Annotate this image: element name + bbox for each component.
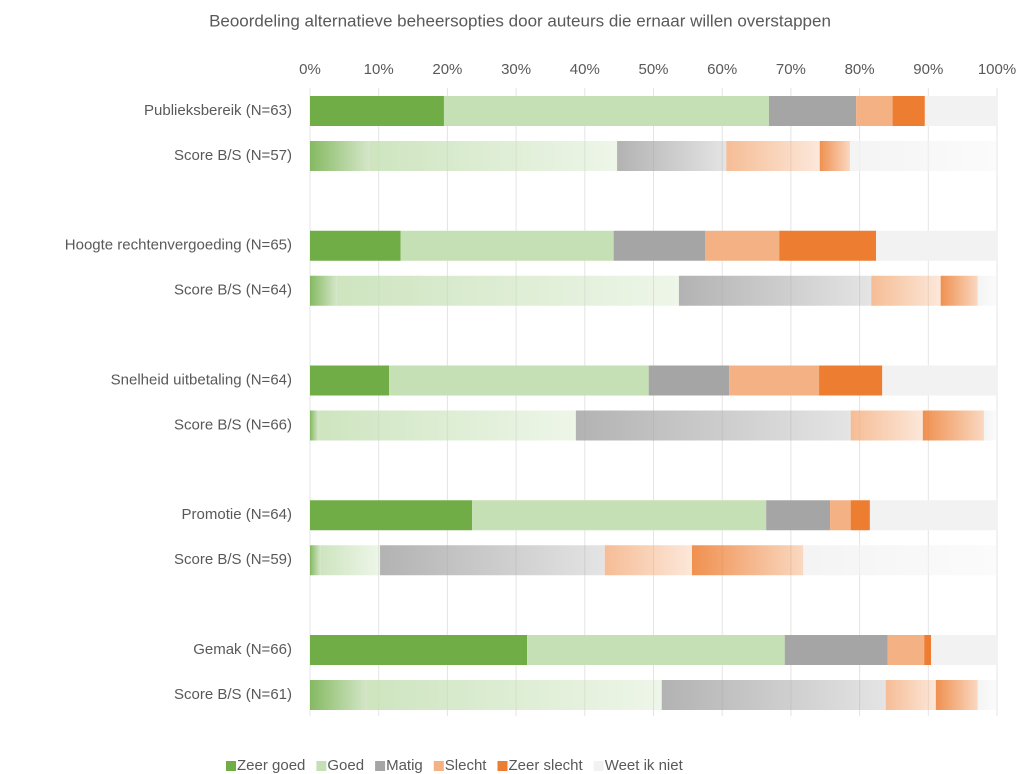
bar-segment bbox=[819, 141, 850, 171]
x-tick-label: 70% bbox=[776, 61, 806, 78]
legend-swatch bbox=[375, 761, 386, 771]
bar-segment bbox=[784, 635, 888, 665]
bar-segment bbox=[310, 275, 337, 306]
bar-segment bbox=[310, 545, 321, 576]
legend-swatch bbox=[593, 761, 604, 771]
bar-segment bbox=[648, 365, 730, 396]
bar-segment bbox=[850, 410, 923, 441]
bar-segment bbox=[940, 275, 978, 306]
bar-segment bbox=[924, 635, 932, 665]
y-tick-label: Gemak (N=66) bbox=[193, 641, 292, 658]
x-tick-label: 10% bbox=[364, 61, 394, 78]
bar-segment bbox=[931, 635, 997, 665]
bar-segment bbox=[729, 365, 820, 396]
bar-segment bbox=[924, 96, 997, 126]
legend-label: Goed bbox=[327, 757, 364, 774]
bar-segment bbox=[617, 141, 727, 171]
legend-swatch bbox=[226, 761, 236, 771]
bar-segment bbox=[856, 96, 893, 126]
y-tick-label: Hoogte rechtenvergoeding (N=65) bbox=[65, 237, 292, 254]
legend-label: Weet ik niet bbox=[605, 757, 684, 774]
bar-segment bbox=[977, 680, 997, 710]
bar-segment bbox=[661, 680, 886, 710]
bar-segment bbox=[885, 680, 936, 710]
x-tick-label: 80% bbox=[845, 61, 875, 78]
bar-segment bbox=[527, 635, 785, 665]
x-tick-label: 90% bbox=[913, 61, 943, 78]
bar-segment bbox=[892, 96, 925, 126]
bar-segment bbox=[705, 230, 780, 261]
y-tick-label: Score B/S (N=61) bbox=[174, 686, 292, 703]
bar-segment bbox=[369, 141, 618, 171]
bar-segment bbox=[318, 410, 576, 441]
bar-segment bbox=[320, 545, 381, 576]
legend-swatch bbox=[497, 761, 508, 771]
bar-segment bbox=[310, 500, 473, 531]
y-tick-label: Score B/S (N=57) bbox=[174, 147, 292, 164]
bar-segment bbox=[869, 500, 997, 531]
bar-segment bbox=[768, 96, 857, 126]
bar-segment bbox=[367, 680, 662, 710]
legend-swatch bbox=[433, 761, 444, 771]
bar-segment bbox=[575, 410, 851, 441]
bar-segment bbox=[691, 545, 804, 576]
bar-segment bbox=[310, 230, 401, 261]
legend-label: Slecht bbox=[445, 757, 488, 774]
y-tick-label: Publieksbereik (N=63) bbox=[144, 102, 292, 119]
legend-label: Zeer goed bbox=[237, 757, 305, 774]
bar-segment bbox=[443, 96, 769, 126]
bar-segment bbox=[310, 141, 370, 171]
bar-segment bbox=[310, 96, 444, 126]
bar-segment bbox=[977, 275, 997, 306]
bar-segment bbox=[380, 545, 605, 576]
legend-swatch bbox=[316, 761, 327, 771]
x-tick-label: 30% bbox=[501, 61, 531, 78]
bar-segment bbox=[887, 635, 925, 665]
bar-segment bbox=[882, 365, 997, 396]
bar-segment bbox=[766, 500, 831, 531]
bar-segment bbox=[819, 365, 883, 396]
bar-segment bbox=[935, 680, 978, 710]
bar-segment bbox=[726, 141, 820, 171]
bar-segment bbox=[613, 230, 706, 261]
bar-segment bbox=[830, 500, 851, 531]
x-tick-label: 100% bbox=[978, 61, 1016, 78]
y-tick-label: Snelheid uitbetaling (N=64) bbox=[111, 371, 292, 388]
bar-segment bbox=[983, 410, 997, 441]
y-tick-label: Promotie (N=64) bbox=[182, 506, 292, 523]
legend-label: Matig bbox=[386, 757, 423, 774]
bar-segment bbox=[604, 545, 692, 576]
chart-title: Beoordeling alternatieve beheersopties d… bbox=[209, 11, 831, 30]
bar-segment bbox=[310, 410, 319, 441]
bar-segment bbox=[678, 275, 872, 306]
bar-segment bbox=[850, 500, 870, 531]
legend-label: Zeer slecht bbox=[508, 757, 583, 774]
bar-segment bbox=[310, 680, 368, 710]
y-tick-label: Score B/S (N=64) bbox=[174, 282, 292, 299]
bar-segment bbox=[472, 500, 767, 531]
x-tick-label: 40% bbox=[570, 61, 600, 78]
bar-segment bbox=[876, 230, 997, 261]
bar-segment bbox=[336, 275, 679, 306]
bar-segment bbox=[310, 365, 390, 396]
x-tick-label: 50% bbox=[638, 61, 668, 78]
bar-segment bbox=[400, 230, 614, 261]
bar-segment bbox=[871, 275, 941, 306]
y-tick-label: Score B/S (N=59) bbox=[174, 551, 292, 568]
x-tick-label: 20% bbox=[432, 61, 462, 78]
bar-segment bbox=[849, 141, 997, 171]
bar-segment bbox=[803, 545, 997, 576]
bar-segment bbox=[922, 410, 984, 441]
bar-segment bbox=[389, 365, 649, 396]
x-tick-label: 60% bbox=[707, 61, 737, 78]
bar-segment bbox=[779, 230, 877, 261]
y-tick-label: Score B/S (N=66) bbox=[174, 416, 292, 433]
x-tick-label: 0% bbox=[299, 61, 321, 78]
bar-segment bbox=[310, 635, 528, 665]
